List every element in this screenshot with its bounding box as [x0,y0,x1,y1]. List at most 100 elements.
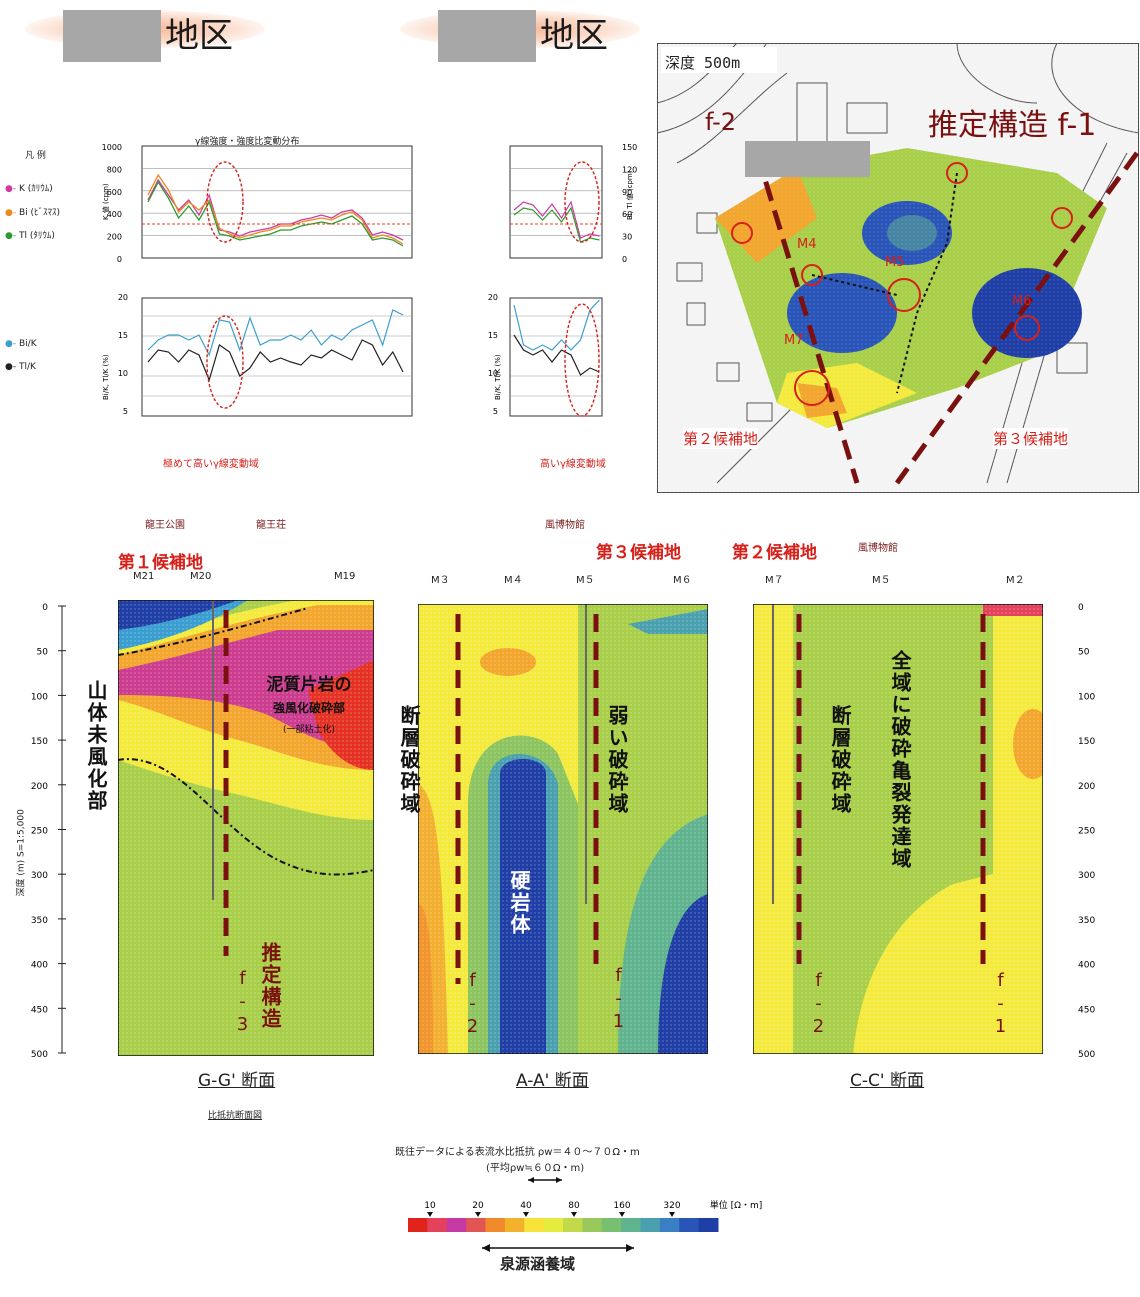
depth-tick: 200 [1078,782,1095,792]
scale-swatch [504,1218,525,1232]
depth-tick: 400 [31,961,48,971]
district-header-2: 地区 [400,2,660,62]
depth-tick: 50 [1078,648,1090,658]
legend-bik: ●- Bi/K [5,339,37,349]
scale-tick-mark [619,1212,625,1217]
station-m3: M３ [431,575,450,586]
scale-swatch [659,1218,680,1232]
y-axis-label: K 値 (cpm) [101,183,110,220]
y-tick: 20 [118,293,128,302]
series-line [147,309,404,357]
station-m4: M４ [504,575,523,586]
annotation-f1-cc: f-1 [990,970,1011,1039]
annotation-fractured-all: 全域に破砕亀裂発達域 [888,650,912,870]
map-candidate-3-label: 第３候補地 [993,428,1069,449]
ryuo-so-label: 龍王荘 [256,520,286,531]
annotation-f3: f-3 [232,968,253,1037]
scale-tick-mark [427,1212,433,1217]
candidate-3-label: 第３候補地 [596,543,681,563]
y-tick: 150 [622,143,637,152]
scale-tick-label: 単位 [Ω・m] [710,1199,763,1211]
scale-swatch [601,1218,622,1232]
scale-swatch [563,1218,583,1232]
depth-tick: 250 [31,827,48,837]
y-axis-label: Bi, Tl 値 (cpm) [625,170,634,220]
annotation-hard-rock: 硬岩体 [507,870,531,936]
note-very-high: 極めて高いγ線変動域 [163,459,259,470]
highlight-ellipse [564,303,600,417]
depth-tick: 350 [1078,916,1095,926]
legend-bi: ●- Bi (ﾋﾞｽﾏｽ) [5,208,61,218]
depth-tick: 300 [1078,871,1095,881]
section-title-aa: A-A' 断面 [516,1071,589,1091]
series-line [147,173,404,245]
depth-tick: 100 [1078,692,1095,702]
annotation-estimated-structure: 推定構造 [258,942,282,1030]
gamma-chart-title: γ線強度・強度比変動分布 [195,137,300,147]
y-tick: 10 [488,369,498,378]
y-tick: 120 [622,165,637,174]
district-header-1: 地区 [25,2,285,62]
scale-swatch [679,1218,700,1232]
station-m2: M２ [1006,575,1025,586]
y-tick: 30 [622,233,632,242]
scale-swatch [466,1218,486,1232]
scale-tick-label: 40 [520,1201,532,1211]
depth-tick: 500 [1078,1050,1095,1060]
depth-axis-left: 0 50 100 150 200 250 300 350 400 450 500 [31,603,66,1060]
depth-tick: 50 [37,648,49,658]
depth-tick: 450 [1078,1005,1095,1015]
recharge-zone-label: 泉源涵養域 [500,1255,576,1273]
scale-swatch [582,1218,603,1232]
scale-swatch [485,1218,506,1232]
map-depth-label: 深度 500m [665,54,741,72]
chart-panel [141,145,413,259]
y-tick: 200 [107,233,122,242]
district-suffix: 地区 [540,16,608,56]
y-axis-label: Bi/K, Tl/K (%) [102,354,110,400]
depth-tick: 0 [1078,603,1084,613]
depth-axis-right: 0 50 100 150 200 250 300 350 400 450 500 [1078,603,1095,1060]
annotation-f2-cc: f-2 [808,970,829,1039]
section-gg [118,600,374,1056]
section-title-cc: C-C' 断面 [850,1071,924,1091]
series-line [147,339,404,382]
scale-tick-label: 10 [424,1201,436,1211]
depth-tick: 250 [1078,827,1095,837]
depth-tick: 200 [31,782,48,792]
candidate-1-label: 第１候補地 [118,553,203,573]
legend-tlk: ●- Tl/K [5,362,36,372]
y-tick: 400 [107,210,122,219]
map-point-m5: M5 [885,255,905,270]
scale-swatch [408,1218,428,1232]
legend-title-1: 既往データによる表流水比抵抗 ρw＝４０～７０Ω・m [395,1147,640,1158]
y-tick: 5 [493,407,498,416]
scale-swatch [446,1218,467,1232]
depth-tick: 300 [31,871,48,881]
depth-tick: 500 [31,1050,48,1060]
museum-label-2: 風博物館 [858,543,898,554]
depth-tick: 400 [1078,961,1095,971]
station-m5b: M５ [872,575,891,586]
chart-panel [141,297,413,417]
scale-tick-mark [669,1212,675,1217]
depth-tick: 100 [31,692,48,702]
annotation-fault-zone-2: 断層破砕域 [828,705,852,815]
series-line [513,334,600,376]
y-axis-label: Bi/K, Tl/K (%) [494,354,502,400]
y-tick: 800 [107,165,122,174]
section-cc [753,604,1043,1054]
gamma-chart: 1000 800 600 400 200 0 150 120 90 60 30 0 20 15 10 5 20 1… [101,143,637,417]
redacted-block [438,10,536,62]
depth-tick: 0 [42,603,48,613]
resistivity-color-scale: 10 20 40 80 160 320 単位 [Ω・m] [408,1177,763,1252]
highlight-ellipse [206,161,244,243]
scale-tick-mark [571,1212,577,1217]
series-line [147,180,404,247]
y-tick: 0 [622,255,627,264]
y-tick: 15 [118,331,128,340]
y-tick: 10 [118,369,128,378]
annotation-fault-zone-1: 断層破砕域 [397,705,421,815]
annotation-mudstone: 泥質片岩の 強風化破砕部 (一部粘土化) [266,675,352,735]
annotation-unweathered: 山体未風化部 [84,680,108,812]
